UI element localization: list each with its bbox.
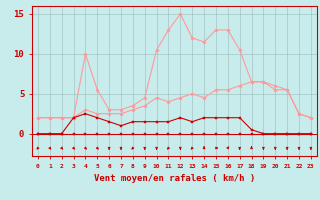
X-axis label: Vent moyen/en rafales ( km/h ): Vent moyen/en rafales ( km/h ) — [94, 174, 255, 183]
